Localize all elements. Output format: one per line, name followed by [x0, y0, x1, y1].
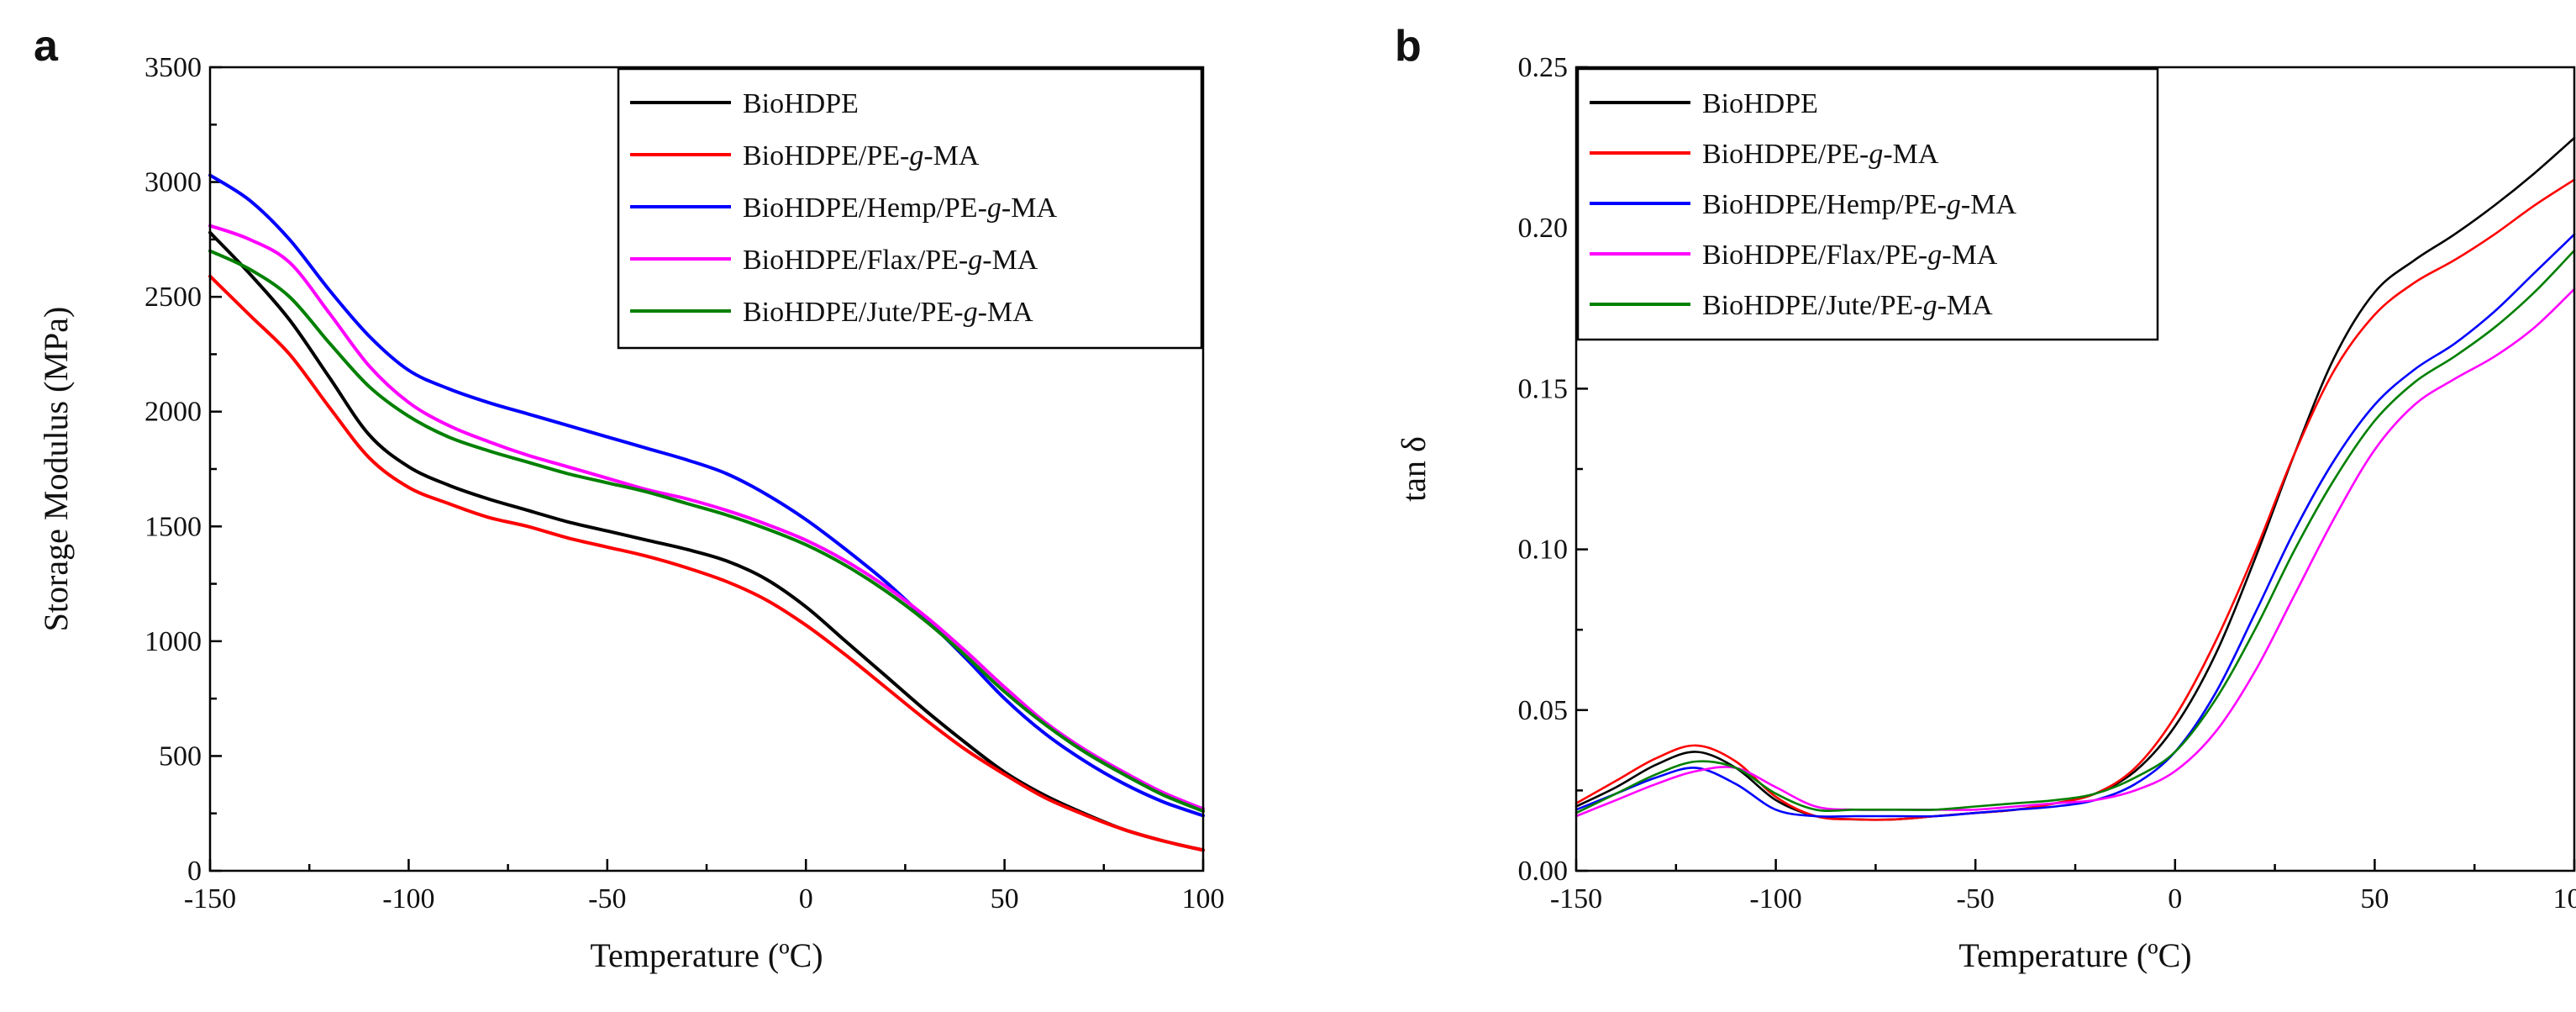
- legend-label-biohdpe-flax-pe-g-ma: BioHDPE/Flax/PE-g-MA: [1702, 240, 1998, 271]
- series-line-biohdpe: [208, 230, 1205, 852]
- y-tick-label: 0.15: [1518, 373, 1569, 404]
- panel-b-series: [1575, 136, 2576, 821]
- series-line-biohdpe-jute-pe-g-ma: [208, 249, 1205, 813]
- x-tick-label: 100: [2553, 883, 2576, 914]
- x-tick-label: 0: [799, 883, 813, 914]
- panel-b-x-axis-label: Temperature (ºC): [1958, 936, 2191, 974]
- y-tick-label: 500: [159, 741, 202, 772]
- x-tick-label: 0: [2168, 883, 2182, 914]
- panel-b-legend: BioHDPE BioHDPE/PE-g-MA BioHDPE/Hemp/PE-g-…: [1576, 67, 2159, 341]
- legend-label-biohdpe-hemp-pe-g-ma: BioHDPE/Hemp/PE-g-MA: [743, 192, 1057, 224]
- y-tick-label: 0.05: [1518, 695, 1569, 726]
- panel-letter-b: b: [1395, 22, 1422, 71]
- y-tick-label: 0.20: [1518, 213, 1569, 244]
- series-line-biohdpe-pe-g-ma: [208, 274, 1205, 852]
- series-line-biohdpe-flax-pe-g-ma: [1575, 287, 2576, 818]
- legend-label-biohdpe-jute-pe-g-ma: BioHDPE/Jute/PE-g-MA: [1702, 290, 1993, 321]
- x-tick-label: -100: [1749, 883, 1801, 914]
- y-tick-label: 0.25: [1518, 52, 1569, 83]
- panel-b-y-axis-label: tan δ: [1395, 436, 1433, 502]
- x-tick-label: 50: [991, 883, 1019, 914]
- legend-label-biohdpe-hemp-pe-g-ma: BioHDPE/Hemp/PE-g-MA: [1702, 189, 2016, 220]
- y-tick-label: 2500: [145, 282, 202, 313]
- panel-b-axes: -150 -100 -50 0 50 100 0.00 0.05 0.10 0.15 0.20 0.2…: [1518, 52, 2576, 914]
- panel-a-storage-modulus: a -150 -100 -50 0 50 100050010001500200025003…: [34, 22, 1225, 974]
- panel-letter-a: a: [34, 22, 59, 71]
- y-tick-label: 0: [187, 856, 202, 887]
- x-tick-label: 100: [1182, 883, 1225, 914]
- x-tick-label: -50: [588, 883, 626, 914]
- legend-label-biohdpe: BioHDPE: [1702, 88, 1818, 119]
- y-tick-label: 0.00: [1518, 856, 1569, 887]
- series-line-biohdpe-flax-pe-g-ma: [208, 224, 1205, 811]
- y-tick-label: 1500: [145, 511, 202, 542]
- panel-a-legend: BioHDPE BioHDPE/PE-g-MA BioHDPE/Hemp/PE-g-…: [617, 67, 1203, 350]
- panel-b-plot-frame: [1575, 66, 2576, 872]
- x-tick-label: -150: [1550, 883, 1602, 914]
- legend-label-biohdpe-jute-pe-g-ma: BioHDPE/Jute/PE-g-MA: [743, 297, 1033, 328]
- panel-a-x-axis-label: Temperature (ºC): [590, 936, 823, 974]
- legend-label-biohdpe-pe-g-ma: BioHDPE/PE-g-MA: [743, 140, 980, 171]
- y-tick-label: 2000: [145, 397, 202, 428]
- y-tick-label: 3500: [145, 52, 202, 83]
- series-line-biohdpe-hemp-pe-g-ma: [208, 173, 1205, 818]
- x-tick-label: -50: [1957, 883, 1995, 914]
- legend-label-biohdpe-flax-pe-g-ma: BioHDPE/Flax/PE-g-MA: [743, 245, 1038, 276]
- y-tick-label: 3000: [145, 167, 202, 198]
- y-tick-label: 0.10: [1518, 535, 1569, 566]
- y-tick-label: 1000: [145, 626, 202, 657]
- x-tick-label: -100: [382, 883, 434, 914]
- panel-a-plot-frame: [208, 66, 1205, 872]
- panel-a-y-axis-label: Storage Modulus (MPa): [37, 307, 75, 632]
- panel-a-series: [208, 173, 1205, 852]
- legend-label-biohdpe: BioHDPE: [743, 88, 859, 119]
- x-tick-label: 50: [2360, 883, 2389, 914]
- panel-b-tan-delta: b -150 -100 -50 0 50 100 0.00 0.05 0.10 0.15 0.20 0…: [1395, 22, 2576, 974]
- x-tick-label: -150: [184, 883, 236, 914]
- panel-a-axes: -150 -100 -50 0 50 10005001000150020002500300…: [145, 52, 1225, 914]
- series-line-biohdpe-jute-pe-g-ma: [1575, 249, 2576, 814]
- legend-label-biohdpe-pe-g-ma: BioHDPE/PE-g-MA: [1702, 139, 1939, 170]
